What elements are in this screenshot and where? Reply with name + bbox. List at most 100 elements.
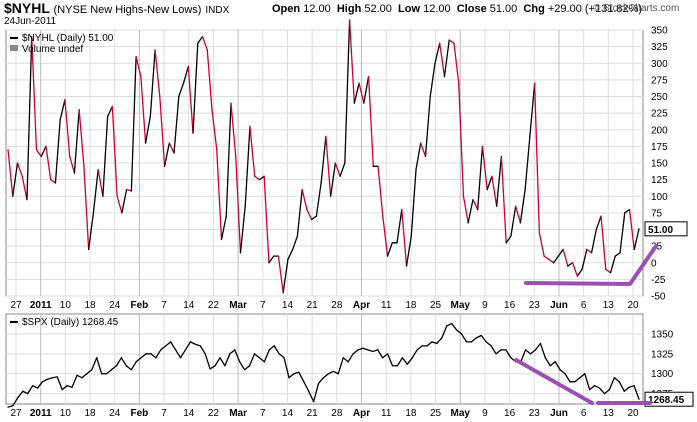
series-segment [557,248,564,257]
series-segment [603,389,611,395]
series-segment [562,248,569,267]
series-segment [443,39,450,78]
series-segment [628,385,635,388]
x-tick-label: 7 [260,408,266,419]
series-segment [130,361,137,371]
x-tick-label: Jun [550,300,568,311]
series-segment [81,373,88,379]
y-tick-label: 1350 [651,329,674,340]
series-segment [12,396,19,407]
series-segment [481,145,488,191]
series-segment [446,322,453,327]
open-value: 12.00 [303,3,331,15]
series-segment [544,357,551,367]
series-segment [73,109,80,174]
stockcharts-logo: © StockCharts.com [593,3,680,14]
series-segment [199,345,206,355]
series-segment [416,345,423,351]
series-segment [239,361,246,371]
series-segment [534,342,542,351]
series-segment [179,349,187,359]
x-tick-label: 7 [260,300,266,311]
series-segment [310,215,318,221]
series-segment [204,353,211,370]
series-segment [64,99,71,158]
series-segment [293,371,300,375]
y-tick-label: -50 [651,292,666,303]
series-segment [495,349,502,355]
x-tick-label: Feb [131,300,149,311]
series-segment [406,357,413,365]
series-segment [301,188,308,211]
x-tick-label: 6 [581,300,587,311]
series-segment [31,36,38,151]
x-tick-label: 18 [405,408,417,419]
series-segment [187,65,194,134]
legend-label: $NYHL (Daily) 51.00 [22,33,114,44]
last-value-badge [644,391,694,407]
series-segment [154,49,161,98]
series-segment [505,235,512,244]
x-tick-label: 23 [529,408,541,419]
close-value: 51.00 [489,3,518,15]
series-segment [571,262,578,277]
x-tick-label: 28 [331,408,343,419]
series-segment [189,341,196,345]
series-segment [344,19,351,164]
series-segment [574,377,581,383]
low-label: Low [398,3,421,15]
series-segment [559,369,566,375]
series-segment [288,373,295,379]
series-segment [184,341,192,351]
series-segment [363,75,370,104]
series-segment [623,386,630,392]
series-segment [377,349,384,359]
series-segment [470,337,477,343]
series-segment [224,353,231,367]
series-segment [192,42,199,134]
series-segment [353,82,360,104]
x-tick-label: 14 [282,300,294,311]
series-segment [116,195,123,214]
series-segment [282,258,289,294]
y-tick-label: 150 [651,159,668,170]
x-tick-label: 14 [282,408,294,419]
series-segment [173,95,180,154]
series-segment [485,341,492,347]
series-segment [287,248,294,261]
series-segment [7,404,14,408]
series-segment [552,255,559,264]
x-tick-label: 21 [307,408,319,419]
series-segment [581,248,588,271]
series-segment [315,182,322,217]
series-segment [174,349,182,359]
panel-frame-2 [5,313,644,405]
series-segment [367,349,374,353]
series-segment [51,376,58,379]
high-value: 52.00 [364,3,392,15]
series-segment [405,235,412,267]
series-segment [505,349,512,359]
y-tick-label: 350 [651,26,668,37]
series-segment [197,36,204,44]
series-segment [229,349,236,355]
series-segment [12,162,19,197]
series-segment [490,345,497,355]
x-tick-label: 20 [627,408,639,419]
series-segment [496,155,503,207]
series-segment [121,188,128,214]
spx-trend-annotation [514,358,594,405]
series-segment [372,349,379,353]
series-segment [524,349,532,355]
x-tick-label: 13 [603,300,615,311]
y-tick-label: 125 [651,175,668,186]
series-segment [71,374,78,388]
series-segment [105,369,113,375]
series-segment [249,125,256,177]
series-segment [362,347,369,351]
series-segment [420,142,427,158]
y-tick-label: 200 [651,125,668,136]
y-tick-label: -25 [651,275,666,286]
x-tick-label: May [451,408,471,419]
